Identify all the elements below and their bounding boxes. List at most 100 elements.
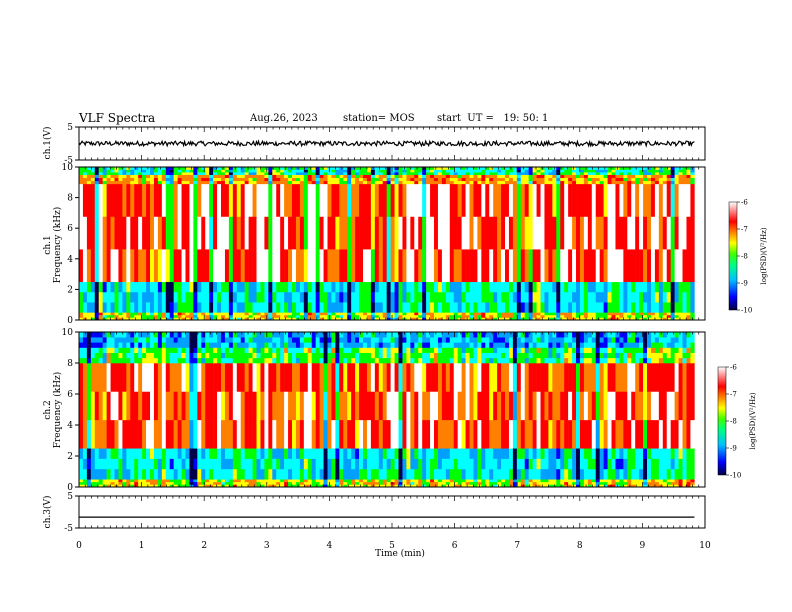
spectrogram-cell bbox=[414, 172, 419, 175]
spectrogram-cell bbox=[331, 180, 336, 185]
spectrogram-cell bbox=[280, 391, 285, 421]
spectrogram-cell bbox=[315, 352, 320, 359]
spectrogram-cell bbox=[658, 468, 664, 480]
spectrogram-cell bbox=[647, 332, 652, 338]
spectrogram-cell bbox=[485, 180, 490, 185]
spectrogram-cell bbox=[232, 169, 238, 173]
spectrogram-cell bbox=[607, 180, 612, 185]
spectrogram-cell bbox=[268, 174, 273, 179]
spectrogram-cell bbox=[489, 448, 494, 459]
spectrogram-cell bbox=[643, 169, 648, 173]
spectrogram-cell bbox=[445, 363, 451, 392]
spectrogram-cell bbox=[635, 249, 640, 283]
spectrogram-cell bbox=[461, 174, 466, 179]
spectrogram-cell bbox=[556, 332, 561, 338]
spectrogram-cell bbox=[536, 183, 541, 217]
spectrogram-cell bbox=[599, 342, 604, 348]
spectrogram-cell bbox=[240, 337, 245, 343]
spectrogram-cell bbox=[489, 167, 494, 170]
spectrogram-cell bbox=[544, 180, 549, 185]
spectrogram-cell bbox=[217, 347, 222, 353]
spectrogram-cell bbox=[654, 481, 660, 485]
spectrogram-cell bbox=[386, 347, 391, 353]
spectrogram-cell bbox=[603, 357, 608, 364]
spectrogram-cell bbox=[189, 479, 194, 483]
spectrogram-cell bbox=[493, 167, 498, 170]
spectrogram-cell bbox=[165, 352, 171, 359]
spectrogram-cell bbox=[627, 312, 632, 316]
spectrogram-cell bbox=[682, 167, 687, 170]
spectrogram-cell bbox=[284, 352, 289, 359]
spectrogram-cell bbox=[564, 357, 569, 364]
spectrogram-cell bbox=[536, 419, 541, 449]
spectrogram-cell bbox=[378, 458, 384, 470]
spectrogram-cell bbox=[244, 172, 249, 175]
spectrogram-cell bbox=[146, 419, 151, 449]
spectrogram-cell bbox=[244, 291, 249, 303]
spectrogram-cell bbox=[323, 180, 328, 185]
spectrogram-cell bbox=[213, 180, 218, 185]
spectrogram-cell bbox=[631, 167, 636, 170]
spectrogram-cell bbox=[213, 302, 218, 313]
spectrogram-cell bbox=[583, 174, 589, 179]
spectrogram-cell bbox=[564, 314, 569, 318]
spectrogram-cell bbox=[544, 216, 549, 250]
spectrogram-cell bbox=[102, 312, 107, 316]
spectrogram-cell bbox=[587, 317, 593, 321]
spectrogram-cell bbox=[457, 391, 462, 421]
spectrogram-cell bbox=[579, 357, 585, 364]
spectrogram-cell bbox=[390, 317, 395, 321]
spectrogram-cell bbox=[169, 458, 174, 470]
spectrogram-cell bbox=[331, 183, 336, 217]
spectrogram-cell bbox=[303, 177, 309, 182]
spectrogram-cell bbox=[177, 481, 182, 485]
spectrogram-cell bbox=[666, 484, 671, 488]
spectrogram-cell bbox=[327, 216, 332, 250]
spectrogram-cell bbox=[583, 468, 589, 480]
spectrogram-cell bbox=[434, 312, 439, 316]
spectrogram-cell bbox=[564, 448, 569, 459]
spectrogram-cell bbox=[272, 484, 277, 488]
spectrogram-cell bbox=[106, 314, 111, 318]
spectrogram-cell bbox=[86, 291, 92, 303]
spectrogram-cell bbox=[560, 183, 565, 217]
spectrogram-cell bbox=[591, 216, 597, 250]
spectrogram-cell bbox=[548, 291, 553, 303]
spectrogram-cell bbox=[319, 347, 324, 353]
spectrogram-cell bbox=[647, 314, 652, 318]
spectrogram-cell bbox=[134, 458, 139, 470]
spectrogram-cell bbox=[169, 167, 174, 170]
spectrogram-cell bbox=[189, 458, 194, 470]
spectrogram-cell bbox=[240, 317, 245, 321]
spectrogram-cell bbox=[197, 180, 202, 185]
spectrogram-cell bbox=[552, 281, 557, 293]
spectrogram-cell bbox=[284, 332, 289, 338]
spectrogram-cell bbox=[434, 481, 439, 485]
spectrogram-cell bbox=[457, 352, 462, 359]
spectrogram-cell bbox=[473, 458, 478, 470]
spectrogram-cell bbox=[248, 337, 253, 343]
spectrogram-cell bbox=[236, 357, 242, 364]
spectrogram-cell bbox=[292, 174, 297, 179]
spectrogram-cell bbox=[386, 458, 391, 470]
spectrogram-cell bbox=[232, 363, 238, 392]
spectrogram-cell bbox=[244, 419, 249, 449]
spectrogram-cell bbox=[501, 317, 506, 321]
spectrogram-cell bbox=[512, 484, 518, 488]
spectrogram-cell bbox=[355, 169, 360, 173]
spectrogram-cell bbox=[264, 448, 269, 459]
spectrogram-cell bbox=[142, 183, 147, 217]
spectrogram-cell bbox=[576, 172, 581, 175]
spectrogram-cell bbox=[654, 391, 660, 421]
spectrogram-cell bbox=[552, 352, 557, 359]
spectrogram-cell bbox=[142, 419, 147, 449]
spectrogram-cell bbox=[343, 169, 348, 173]
spectrogram-cell bbox=[280, 479, 285, 483]
spectrogram-cell bbox=[374, 448, 380, 459]
spectrogram-cell bbox=[268, 458, 273, 470]
spectrogram-cell bbox=[193, 448, 198, 459]
spectrogram-cell bbox=[453, 249, 458, 283]
spectrogram-cell bbox=[82, 249, 88, 283]
spectrogram-cell bbox=[90, 458, 96, 470]
spectrogram-cell bbox=[185, 167, 190, 170]
